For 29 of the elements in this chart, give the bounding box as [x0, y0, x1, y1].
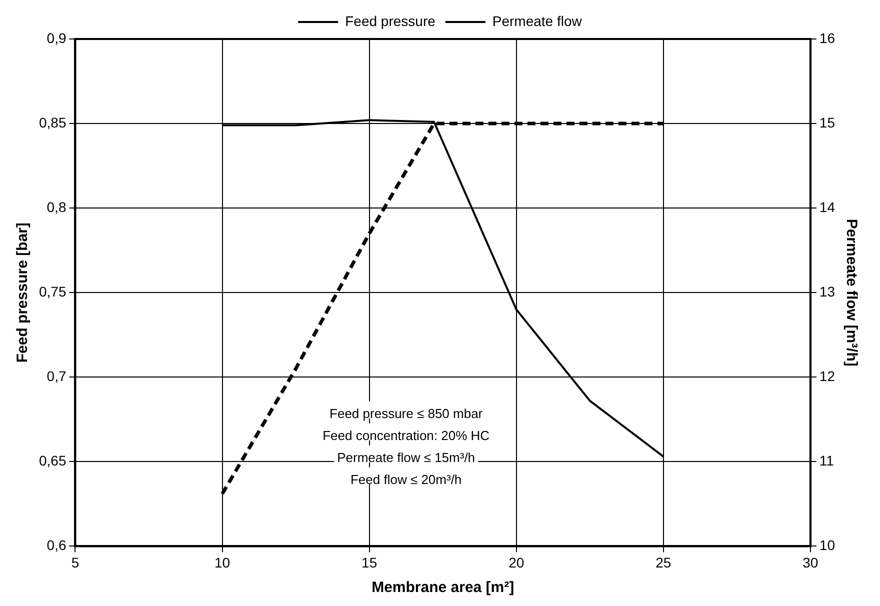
- y-tick-label: 0,6: [46, 537, 66, 554]
- x-tick-label: 5: [71, 554, 80, 570]
- y2-tick-label: 13: [819, 283, 836, 300]
- y2-tick-label: 11: [819, 452, 834, 469]
- y-tick-label: 0,75: [39, 283, 66, 300]
- annotation: Permeate flow ≤ 15m³/h: [337, 450, 476, 465]
- annotation: Feed flow ≤ 20m³/h: [350, 472, 462, 487]
- y2-tick-label: 16: [819, 30, 836, 46]
- x-tick-label: 20: [508, 554, 524, 570]
- y2-axis-title: Permeate flow [m³/h]: [842, 218, 860, 366]
- y2-tick-label: 14: [819, 198, 836, 215]
- y2-tick-label: 12: [819, 368, 836, 384]
- y-tick-label: 0,8: [46, 198, 66, 215]
- x-tick-label: 10: [214, 554, 230, 570]
- x-tick-label: 25: [656, 554, 672, 570]
- y-tick-label: 0,65: [39, 452, 66, 469]
- legend-label: Permeate flow: [492, 12, 583, 29]
- x-axis-title: Membrane area [m²]: [372, 579, 514, 596]
- y-tick-label: 0,7: [46, 368, 66, 384]
- y-tick-label: 0,85: [39, 114, 66, 130]
- y-tick-label: 0,9: [46, 30, 66, 46]
- y2-tick-label: 10: [819, 537, 836, 554]
- y-axis-title: Feed pressure [bar]: [14, 222, 32, 363]
- x-tick-label: 15: [362, 554, 378, 570]
- legend-label: Feed pressure: [345, 12, 436, 29]
- x-tick-label: 30: [802, 554, 818, 570]
- y2-tick-label: 15: [819, 114, 836, 130]
- annotation: Feed pressure ≤ 850 mbar: [330, 406, 484, 421]
- annotation: Feed concentration: 20% HC: [322, 428, 490, 443]
